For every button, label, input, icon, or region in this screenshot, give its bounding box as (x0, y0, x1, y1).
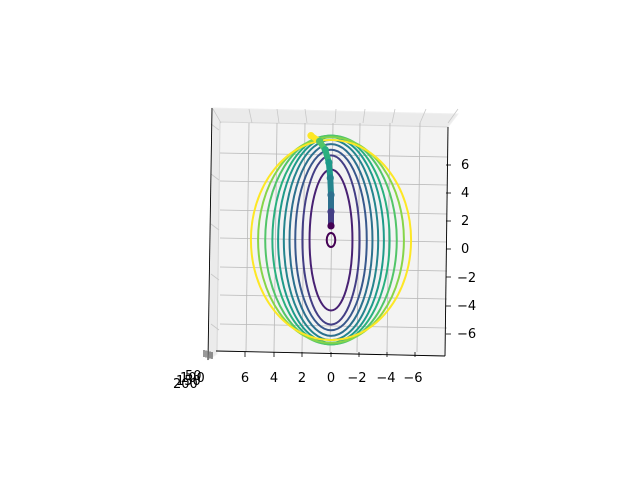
grid-line (212, 108, 222, 124)
z-tick-label: 50 (185, 369, 202, 384)
y-tick-label: 0 (461, 242, 469, 257)
grid-line (219, 323, 448, 329)
x-tick-labels: 6 4 2 0 −2 −4 −6 (241, 371, 423, 386)
grid-line (210, 173, 220, 181)
y-tick-label: 2 (461, 214, 469, 229)
y-tick-label: −4 (457, 299, 476, 314)
contour-line (294, 148, 368, 332)
grid-line (219, 294, 448, 300)
y-tick-label: −6 (457, 327, 476, 342)
x-tick-label: −4 (376, 371, 395, 386)
z-tick-label: 150 (176, 374, 201, 389)
y-tick-label: 4 (461, 186, 469, 201)
grid-line (210, 123, 220, 131)
x-tick-label: −6 (403, 371, 422, 386)
grid-line (210, 323, 220, 331)
grid-line (276, 108, 280, 124)
contour-line (264, 134, 398, 346)
grid-line (219, 266, 448, 272)
x-tick-label: 4 (270, 371, 278, 386)
tick-marks (203, 164, 451, 359)
z-tick-label: 100 (180, 371, 205, 386)
grid-line (447, 108, 459, 124)
x-axis-line (215, 350, 446, 357)
grid-line (210, 273, 220, 281)
z-tick-labels: 200 150 100 50 (173, 369, 205, 392)
z-axis-line (207, 107, 213, 361)
trajectory-point (327, 191, 335, 199)
grid-line (301, 122, 306, 353)
contour-line (301, 154, 361, 326)
grid-line (386, 122, 391, 353)
grid-line (334, 108, 337, 124)
grid-line (416, 122, 421, 353)
grid-line (419, 108, 427, 124)
x-tick-label: −2 (347, 371, 366, 386)
y-tick-label: −2 (457, 271, 476, 286)
grid-line (210, 223, 220, 231)
grid-line (362, 108, 366, 124)
trajectory-point (327, 208, 335, 216)
z-tick-label: 200 (173, 377, 198, 392)
grid-line (304, 108, 308, 124)
y-tick-labels: 6 4 2 0 −2 −4 −6 (457, 158, 476, 342)
contour-line (288, 143, 374, 337)
trajectory-point (321, 146, 329, 154)
contour-line (257, 136, 405, 344)
grid-line (245, 122, 250, 353)
grid-line (391, 108, 396, 124)
grid-line (273, 122, 278, 353)
y-tick-label: 6 (461, 158, 469, 173)
contour-lines (249, 134, 413, 346)
trajectory-point (326, 174, 334, 182)
trajectory-point (327, 222, 335, 230)
trajectory-point (325, 158, 333, 167)
x-tick-label: 2 (298, 371, 306, 386)
trajectory-point (315, 137, 324, 145)
x-tick-label: 0 (327, 371, 335, 386)
trajectory (307, 132, 335, 230)
contour-line (325, 231, 337, 249)
grid-line (329, 122, 334, 353)
contour-line (249, 138, 413, 342)
x-tick-label: 6 (241, 371, 249, 386)
trajectory-point (307, 132, 315, 140)
grid-line (248, 108, 253, 124)
